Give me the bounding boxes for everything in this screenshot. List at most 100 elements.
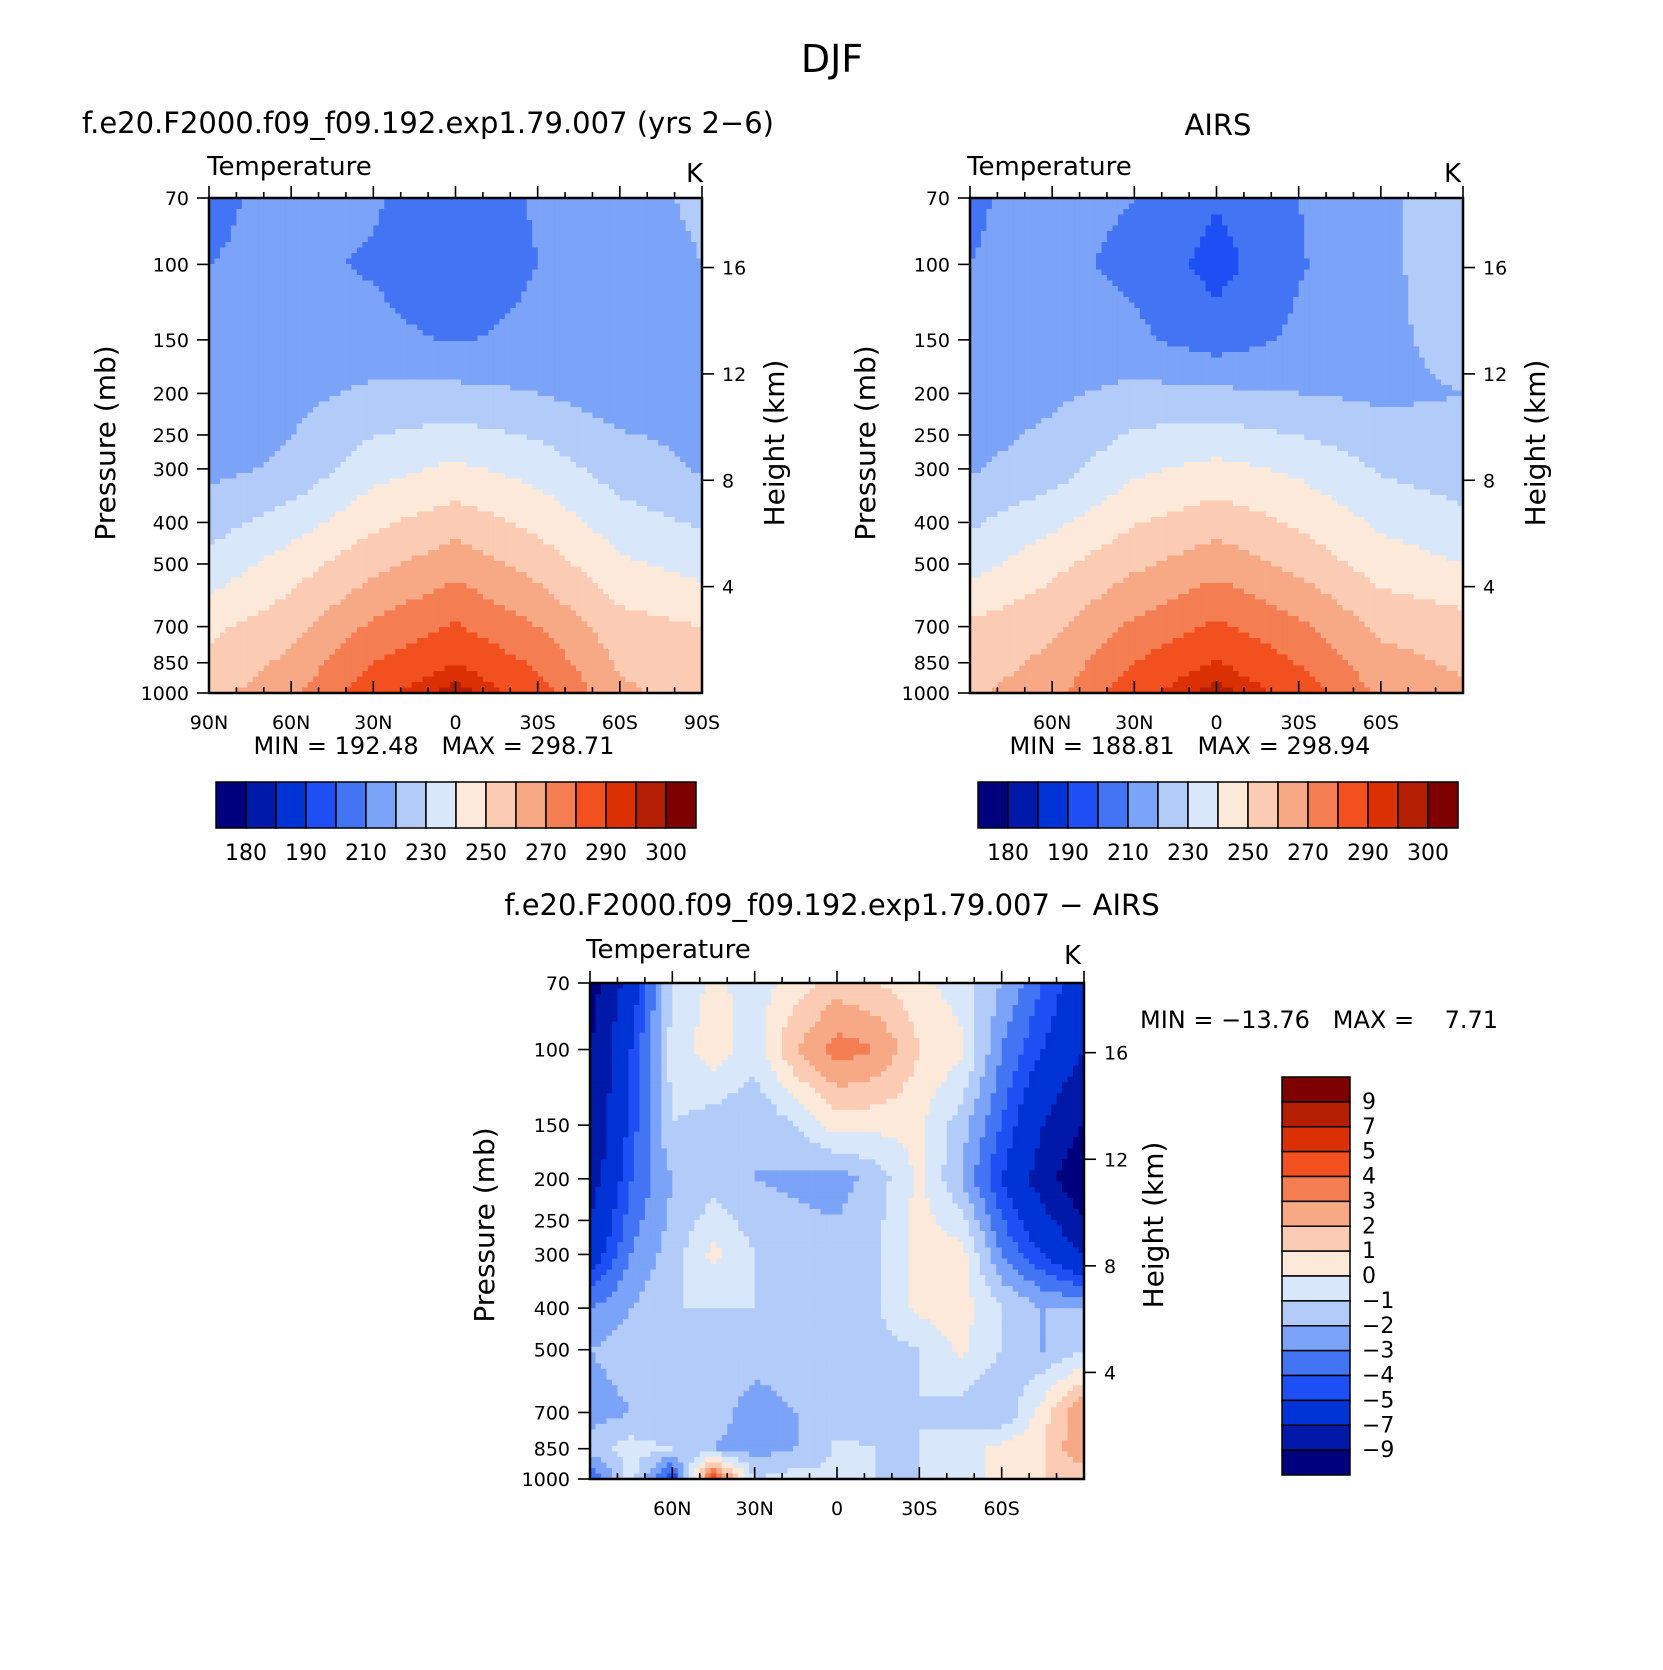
obs-colorbar-label: 250 bbox=[1227, 841, 1269, 866]
obs-colorbar-box bbox=[1158, 782, 1188, 828]
obs-colorbar-box bbox=[1278, 782, 1308, 828]
diff-y-tick-label: 500 bbox=[534, 1340, 570, 1362]
diff-colorbar-label: 5 bbox=[1362, 1140, 1376, 1165]
diff-colorbar-box bbox=[1282, 1251, 1350, 1276]
obs-colorbar-box bbox=[1248, 782, 1278, 828]
diff-y-tick-label: 150 bbox=[534, 1115, 570, 1137]
diff-colorbar-box bbox=[1282, 1226, 1350, 1251]
model-y-tick-label: 100 bbox=[153, 254, 189, 276]
panel-model-units: K bbox=[686, 159, 704, 189]
obs-x-tick-label: 30S bbox=[1281, 712, 1317, 734]
panel-model-colorbar: 180 190 210 230 250 270 290 300 bbox=[216, 782, 696, 866]
model-colorbar-box bbox=[366, 782, 396, 828]
diff-y-tick-label: 300 bbox=[534, 1244, 570, 1266]
diff-colorbar-box bbox=[1282, 1201, 1350, 1226]
panel-model-ylabel: Pressure (mb) bbox=[89, 345, 122, 540]
model-y2-tick-label: 16 bbox=[722, 258, 746, 280]
obs-colorbar-box bbox=[1038, 782, 1068, 828]
panel-diff-left-string: Temperature bbox=[585, 935, 751, 965]
obs-x-tick-label: 30N bbox=[1115, 712, 1153, 734]
page-title: DJF bbox=[801, 37, 863, 81]
diff-y2-tick-label: 12 bbox=[1104, 1149, 1128, 1171]
panel-model-plot: 90N 60N 30N 0 30S 60S 90S701001502002503004005… bbox=[141, 186, 747, 734]
model-y2-tick-label: 12 bbox=[722, 364, 746, 386]
obs-colorbar-label: 230 bbox=[1167, 841, 1209, 866]
diff-y-tick-label: 250 bbox=[534, 1210, 570, 1232]
diff-y-tick-label: 700 bbox=[534, 1402, 570, 1424]
diff-colorbar-box bbox=[1282, 1077, 1350, 1102]
diff-colorbar-box bbox=[1282, 1152, 1350, 1177]
model-colorbar-box bbox=[336, 782, 366, 828]
diff-y-tick-label: 850 bbox=[534, 1439, 570, 1461]
obs-y-tick-label: 200 bbox=[914, 383, 950, 405]
model-y2-tick-label: 4 bbox=[722, 577, 734, 599]
panel-model-left-string: Temperature bbox=[206, 152, 372, 182]
panel-obs-stats: MIN = 188.81 MAX = 298.94 bbox=[1010, 732, 1371, 760]
model-y-tick-label: 150 bbox=[153, 330, 189, 352]
diff-y-tick-label: 1000 bbox=[522, 1469, 570, 1491]
diff-colorbar-box bbox=[1282, 1301, 1350, 1326]
diff-y-tick-label: 400 bbox=[534, 1298, 570, 1320]
diff-colorbar-box bbox=[1282, 1351, 1350, 1376]
obs-colorbar-box bbox=[1218, 782, 1248, 828]
model-colorbar-box bbox=[666, 782, 696, 828]
model-colorbar-box bbox=[516, 782, 546, 828]
diff-colorbar-label: −4 bbox=[1362, 1364, 1394, 1389]
model-colorbar-box bbox=[216, 782, 246, 828]
obs-y-tick-label: 70 bbox=[926, 188, 950, 210]
model-colorbar-box bbox=[606, 782, 636, 828]
model-x-tick-label: 60S bbox=[602, 712, 638, 734]
panel-obs-units: K bbox=[1444, 159, 1462, 189]
obs-colorbar-box bbox=[1428, 782, 1458, 828]
panel-obs-title: AIRS bbox=[1185, 108, 1252, 142]
obs-y-tick-label: 150 bbox=[914, 330, 950, 352]
obs-y-tick-label: 500 bbox=[914, 554, 950, 576]
obs-colorbar-box bbox=[1308, 782, 1338, 828]
diff-y-tick-label: 100 bbox=[534, 1040, 570, 1062]
diff-colorbar-label: −3 bbox=[1362, 1339, 1394, 1364]
model-colorbar-label: 300 bbox=[645, 841, 687, 866]
obs-y-tick-label: 100 bbox=[914, 254, 950, 276]
diff-colorbar-box bbox=[1282, 1326, 1350, 1351]
diff-colorbar-box bbox=[1282, 1400, 1350, 1425]
obs-y-tick-label: 400 bbox=[914, 512, 950, 534]
model-colorbar-label: 230 bbox=[405, 841, 447, 866]
panel-obs-plot: 60N 30N 0 30S 60S701001502002503004005007008… bbox=[902, 186, 1508, 734]
obs-colorbar-box bbox=[1338, 782, 1368, 828]
obs-colorbar-label: 210 bbox=[1107, 841, 1149, 866]
model-colorbar-box bbox=[486, 782, 516, 828]
obs-y-tick-label: 1000 bbox=[902, 683, 950, 705]
panel-model-ylabel2: Height (km) bbox=[758, 360, 791, 527]
model-y-tick-label: 250 bbox=[153, 425, 189, 447]
model-y-tick-label: 850 bbox=[153, 653, 189, 675]
obs-colorbar-box bbox=[978, 782, 1008, 828]
panel-diff-ylabel2: Height (km) bbox=[1137, 1142, 1170, 1309]
panel-obs-left-string: Temperature bbox=[966, 152, 1132, 182]
model-colorbar-box bbox=[276, 782, 306, 828]
obs-y-tick-label: 850 bbox=[914, 653, 950, 675]
model-colorbar-label: 250 bbox=[465, 841, 507, 866]
diff-colorbar-label: −5 bbox=[1362, 1388, 1394, 1413]
diff-colorbar-label: 9 bbox=[1362, 1090, 1376, 1115]
obs-colorbar-box bbox=[1128, 782, 1158, 828]
panel-obs-colorbar: 180 190 210 230 250 270 290 300 bbox=[978, 782, 1458, 866]
panel-diff-plot: 60N 30N 0 30S 60S701001502002503004005007008… bbox=[522, 971, 1129, 1520]
diff-y2-tick-label: 8 bbox=[1104, 1256, 1116, 1278]
model-y-tick-label: 500 bbox=[153, 554, 189, 576]
diff-colorbar-label: 0 bbox=[1362, 1264, 1376, 1289]
model-colorbar-box bbox=[306, 782, 336, 828]
diff-colorbar-box bbox=[1282, 1376, 1350, 1401]
model-colorbar-box bbox=[426, 782, 456, 828]
diff-x-tick-label: 30S bbox=[901, 1498, 937, 1520]
panel-obs-ylabel: Pressure (mb) bbox=[849, 345, 882, 540]
diff-y-tick-label: 200 bbox=[534, 1169, 570, 1191]
diff-colorbar-label: 4 bbox=[1362, 1165, 1376, 1190]
diff-colorbar-box bbox=[1282, 1425, 1350, 1450]
obs-colorbar-label: 270 bbox=[1287, 841, 1329, 866]
obs-colorbar-box bbox=[1398, 782, 1428, 828]
obs-y2-tick-label: 12 bbox=[1483, 364, 1507, 386]
diff-x-tick-label: 60N bbox=[653, 1498, 691, 1520]
diff-colorbar-label: −9 bbox=[1362, 1438, 1394, 1463]
